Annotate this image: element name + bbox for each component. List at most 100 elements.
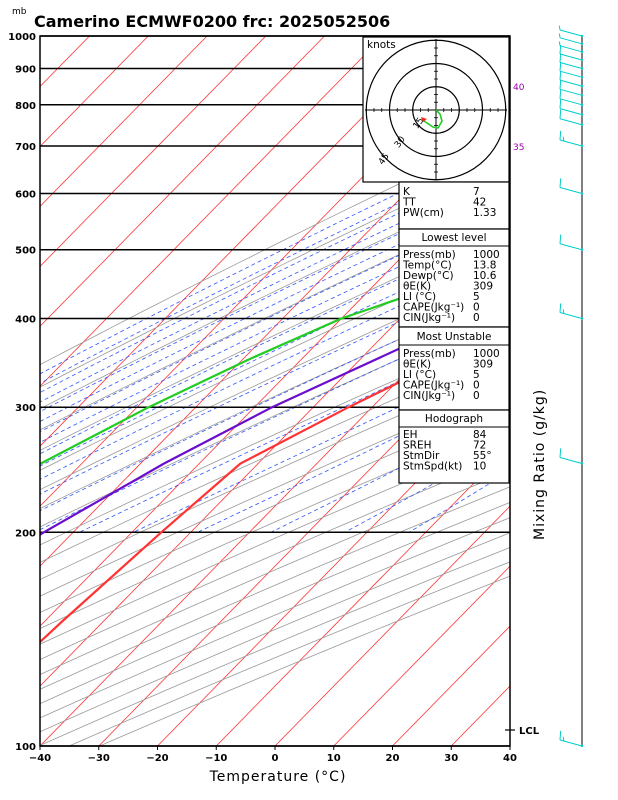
most-unstable-label: Press(mb)	[403, 348, 456, 360]
dry-adiabat-line	[40, 348, 510, 563]
storm-motion-marker	[421, 117, 427, 122]
hodograph-stat-label: SREH	[403, 440, 432, 452]
chart-title: Camerino ECMWF0200 frc: 2025052506	[34, 12, 390, 31]
wind-barbs	[558, 25, 584, 748]
moist-adiabat-line	[40, 240, 510, 467]
dry-adiabat-line	[40, 329, 510, 546]
lowest-level-box	[398, 228, 510, 328]
wind-barb	[559, 303, 584, 320]
hodograph-stat-label: EH	[403, 429, 418, 441]
moist-adiabat-line	[40, 181, 510, 413]
hodograph-stats-header: Hodograph	[425, 413, 483, 425]
isotherm-line	[40, 265, 510, 746]
moist-adiabat-line	[40, 214, 510, 443]
moist-adiabat-line	[40, 160, 510, 393]
moist-adiabat-line	[40, 203, 510, 433]
pressure-tick-label: 900	[15, 64, 36, 75]
hodograph-stat-value: 84	[473, 429, 487, 441]
lowest-level-value: 13.8	[473, 260, 496, 272]
temperature-tick-label: −20	[146, 753, 168, 764]
dry-adiabat-line	[40, 403, 510, 614]
index-label: PW(cm)	[403, 207, 444, 219]
isotherm-line	[333, 565, 510, 746]
index-label: K	[403, 186, 411, 198]
most-unstable-label: CIN(Jkg⁻¹)	[403, 390, 455, 402]
moist-adiabat-line	[40, 254, 510, 480]
moist-adiabat-line	[40, 227, 510, 455]
wind-barb	[559, 53, 584, 70]
dry-adiabat-line	[40, 289, 510, 509]
most-unstable-header: Most Unstable	[417, 331, 492, 343]
hodograph-stats-box	[398, 409, 510, 484]
temperature-tick-label: 40	[503, 753, 517, 764]
hodograph-stat-value: 10	[473, 461, 486, 473]
lowest-level-label: Press(mb)	[403, 249, 456, 261]
isotherm-line	[509, 745, 510, 746]
moist-adiabat-line	[40, 191, 510, 422]
most-unstable-label: θE(K)	[403, 359, 431, 371]
hodograph-trace	[420, 109, 443, 129]
most-unstable-value: 309	[473, 359, 493, 371]
dry-adiabat-line	[40, 268, 510, 491]
isotherm-line	[40, 36, 267, 267]
temperature-tick-label: 20	[386, 753, 400, 764]
isotherm-line	[40, 36, 384, 387]
hodograph-stat-label: StmSpd(kt)	[403, 461, 462, 473]
dry-adiabat-line	[40, 247, 510, 471]
moist-adiabat-line	[40, 139, 510, 375]
pressure-tick-labels: 1000 900 800 700 600 500 400 300 200 100	[8, 32, 36, 753]
dry-adiabat-line	[40, 366, 510, 580]
moist-adiabat-line	[40, 149, 510, 384]
lowest-level-value: 0	[473, 302, 480, 314]
most-unstable-value: 0	[473, 390, 480, 402]
lowest-level-label: CAPE(Jkg⁻¹)	[403, 302, 464, 314]
wind-barb	[558, 25, 584, 38]
index-value: 7	[473, 186, 480, 198]
temperature-tick-label: 0	[272, 753, 279, 764]
wind-barb	[559, 130, 584, 148]
pressure-tick-label: 1000	[8, 32, 36, 43]
wind-barb	[559, 178, 584, 195]
dry-adiabat-line	[40, 155, 510, 388]
mixing-ratio-axis-label: Mixing Ratio (g/kg)	[532, 389, 548, 540]
right-axis-label: 40	[513, 83, 525, 93]
most-unstable-label: CAPE(Jkg⁻¹)	[403, 380, 464, 392]
temperature-profile	[40, 326, 510, 644]
hodograph-panel: knots 15 30 45	[362, 36, 510, 183]
wind-barb	[559, 730, 584, 748]
lowest-level-value: 309	[473, 281, 493, 293]
lowest-level-label: θE(K)	[403, 281, 431, 293]
hodograph-unit-label: knots	[367, 39, 396, 51]
hodograph-stat-value: 55°	[473, 450, 492, 462]
most-unstable-value: 0	[473, 380, 480, 392]
index-value: 42	[473, 197, 486, 209]
temperature-tick-label: −30	[88, 753, 110, 764]
pressure-tick-label: 300	[15, 403, 36, 414]
pressure-unit-label: mb	[12, 7, 27, 17]
isotherm-line	[40, 36, 443, 447]
pressure-tick-label: 500	[15, 246, 36, 257]
lowest-level-value: 1000	[473, 249, 500, 261]
moist-adiabat-line	[40, 170, 510, 403]
x-axis-label: Temperature (°C)	[209, 769, 347, 785]
moist-adiabat-line	[40, 306, 510, 531]
isotherm-line	[392, 625, 510, 746]
isotherm-line	[40, 36, 208, 208]
lowest-level-label: Temp(°C)	[402, 260, 452, 272]
wind-barb	[559, 44, 584, 62]
most-unstable-label: LI (°C)	[403, 369, 436, 381]
dewpoint-profile	[40, 294, 510, 537]
wind-barb	[558, 33, 584, 46]
pressure-tick-label: 100	[15, 742, 36, 753]
isotherm-line	[40, 36, 90, 88]
most-unstable-value: 5	[473, 369, 480, 381]
dry-adiabat-line	[40, 130, 510, 366]
lowest-level-label: CIN(Jkg⁻¹)	[403, 312, 455, 324]
pressure-tick-label: 200	[15, 528, 36, 539]
wind-barb	[559, 80, 584, 97]
wind-barb	[559, 234, 584, 251]
index-label: TT	[402, 197, 416, 209]
dry-adiabat-line	[40, 385, 510, 597]
isotherm-line	[215, 445, 510, 746]
